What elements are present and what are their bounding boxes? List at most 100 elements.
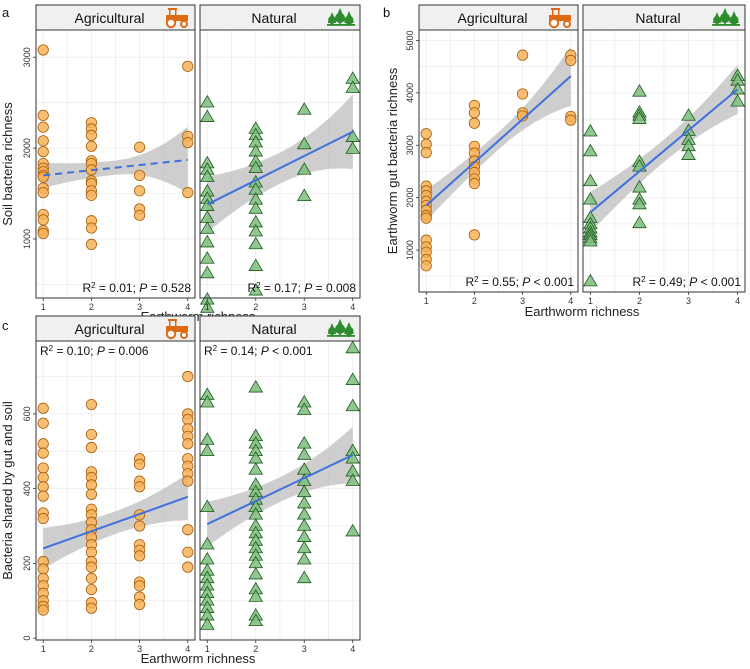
tractor-wheel (548, 17, 560, 29)
data-point-circle (182, 60, 194, 72)
x-tick-label: 1 (424, 296, 429, 306)
x-ticks: 1 2 3 4 (588, 292, 740, 306)
x-tick-label: 3 (137, 302, 142, 312)
plot-border (582, 29, 746, 293)
regression-line (589, 88, 739, 214)
y-tick-label: 200 (22, 556, 32, 571)
stat-annotation: R2 = 0.55; P < 0.001 (465, 275, 574, 290)
tractor-wheel (165, 17, 177, 29)
y-tick-label: 400 (22, 481, 32, 496)
stat-annotation: R2 = 0.14; P < 0.001 (204, 344, 313, 359)
data-point-circle (37, 604, 49, 616)
tree-ground (327, 335, 355, 337)
data-point-circle (420, 147, 432, 159)
data-point-circle (37, 481, 49, 493)
data-point-triangle (199, 394, 215, 408)
stat-annotation-part: = 0.01; (96, 281, 140, 295)
y-tick-label: 2000 (22, 138, 32, 158)
data-point-circle (85, 222, 98, 234)
data-point-triangle (199, 94, 215, 108)
tree-ground (327, 24, 355, 26)
data-point-triangle (681, 147, 696, 160)
data-point-circle (37, 512, 49, 525)
tractor-roof (551, 8, 560, 10)
data-point-circle (37, 146, 49, 158)
stat-annotation-part: P (522, 275, 530, 289)
data-point-triangle (583, 123, 598, 137)
data-point-triangle (199, 109, 215, 122)
y-axis-title: Earthworm gut bacteria richness (385, 67, 400, 254)
confidence-band (590, 64, 738, 233)
stat-annotation-part: R (82, 281, 91, 295)
stat-annotation-part: 2 (641, 275, 646, 284)
x-tick-label: 1 (588, 296, 593, 306)
y-ticks: 0 200 400 600 (22, 406, 36, 641)
x-ticks: 1 2 3 4 (424, 292, 573, 306)
stat-annotation-part: = 0.008 (312, 281, 356, 295)
x-tick-label: 3 (520, 296, 525, 306)
data-point-circle (182, 524, 194, 536)
data-point-circle (468, 107, 481, 119)
plot-border (35, 29, 196, 299)
tree-crown (720, 13, 730, 23)
plot-border (199, 340, 361, 641)
data-point-triangle (583, 233, 598, 247)
regression-line (206, 454, 354, 526)
confidence-band (207, 94, 353, 233)
panel-b: b Earthworm gut bacteria richness Earthwor… (383, 4, 746, 319)
facet-label: Natural (635, 10, 680, 26)
y-tick-label: 1000 (22, 229, 32, 249)
data-point-circle (37, 417, 49, 429)
data-point-triangle (199, 300, 215, 313)
data-point-circle (37, 187, 49, 199)
tree-icon (327, 8, 355, 26)
data-point-triangle (199, 221, 215, 234)
data-point-triangle (296, 402, 312, 415)
stat-annotation-part: 2 (256, 281, 261, 290)
data-point-circle (37, 447, 49, 459)
data-point-circle (133, 141, 146, 153)
stat-annotation-part: 2 (49, 344, 54, 353)
regression-line (206, 130, 354, 206)
tractor-pillar (175, 10, 177, 16)
tree-trunk (339, 20, 341, 24)
plot-border (199, 29, 361, 299)
data-point-triangle (248, 613, 264, 627)
tractor-pillar (169, 10, 171, 16)
data-point-circle (37, 109, 49, 121)
data-point-triangle (296, 551, 312, 565)
tractor-roof (168, 319, 177, 321)
data-point-circle (420, 260, 432, 272)
data-point-triangle (296, 102, 312, 115)
data-point-circle (85, 479, 98, 491)
data-point-triangle (345, 141, 361, 154)
data-point-triangle (199, 536, 215, 550)
data-point-circle (37, 227, 49, 240)
x-tick-label: 4 (568, 296, 573, 306)
data-point-circle (85, 238, 98, 250)
facet-label: Agricultural (74, 321, 144, 337)
data-point-triangle (296, 136, 312, 150)
stat-annotation-part: P (261, 344, 269, 358)
stat-annotation-part: 2 (474, 275, 479, 284)
tree-icon (712, 8, 740, 26)
tree-crown (729, 15, 739, 25)
x-tick-label: 1 (205, 644, 210, 654)
stat-annotation-part: < 0.001 (530, 275, 574, 289)
tractor-roof (168, 8, 177, 10)
panel-c: c Bacteria shared by gut and soil Earthwor… (0, 315, 361, 666)
x-ticks: 1 2 3 4 (41, 298, 190, 312)
stat-annotation: R2 = 0.49; P < 0.001 (632, 275, 741, 290)
plot-border (418, 29, 579, 293)
data-point-circle (565, 114, 577, 126)
y-tick-label: 4000 (405, 83, 415, 103)
data-point-circle (182, 475, 194, 487)
data-point-triangle (248, 589, 264, 602)
data-point-circle (133, 458, 146, 470)
data-point-triangle (345, 340, 361, 354)
data-point-circle (85, 602, 98, 614)
data-point-circle (468, 229, 481, 241)
data-point-circle (85, 189, 98, 201)
facet-label: Agricultural (74, 10, 144, 26)
